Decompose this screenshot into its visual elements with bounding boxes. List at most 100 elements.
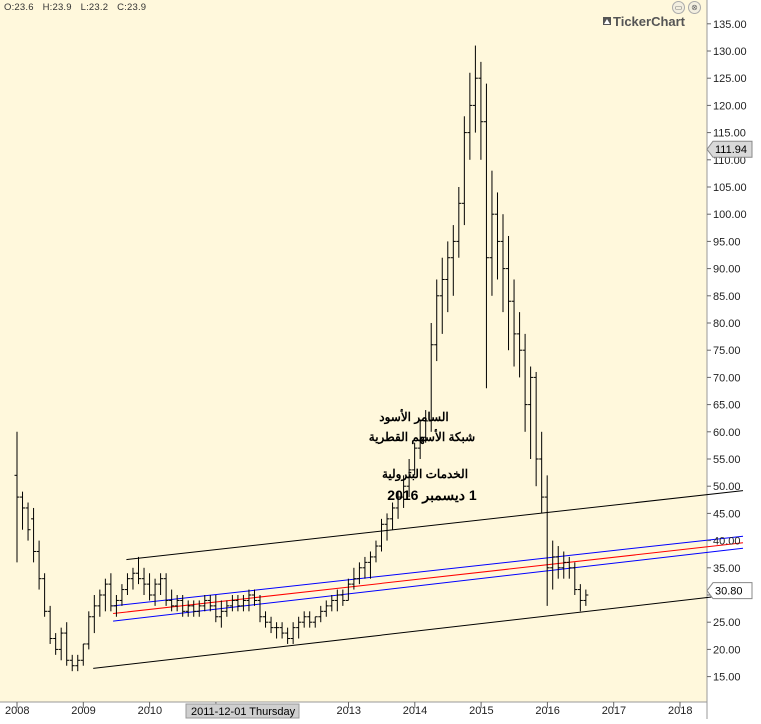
ohlc-bar: [124, 573, 130, 595]
ohlc-bar: [456, 187, 462, 258]
y-tick-label: 85.00: [713, 291, 741, 303]
y-tick-label: 135.00: [713, 19, 747, 31]
y-tick-label: 35.00: [713, 563, 741, 575]
ohlc-bar: [274, 622, 280, 639]
ohlc-bar: [180, 595, 186, 617]
chart-annotation: السامر الأسود شبكة الأسهم القطرية الخدما…: [369, 409, 477, 504]
ohlc-bar: [108, 573, 114, 612]
ohlc-bar: [539, 431, 545, 514]
y-tick-label: 115.00: [713, 128, 746, 140]
ohlc-bar: [36, 540, 42, 590]
ohlc-bar: [113, 595, 119, 617]
ohlc-bar: [169, 589, 175, 612]
ohlc-bar: [257, 595, 263, 623]
open-value: O:23.6: [4, 2, 34, 13]
ohlc-bar: [196, 600, 202, 617]
y-tick-label: 100.00: [713, 209, 747, 221]
ohlc-bar: [390, 502, 396, 530]
price-markers: 111.94 30.80: [706, 140, 753, 600]
x-tick-label: 2017: [602, 705, 626, 717]
ohlc-bar: [80, 643, 86, 666]
minimize-button[interactable]: ▭: [672, 1, 685, 14]
ohlc-bar: [367, 551, 373, 579]
ohlc-bar: [318, 605, 324, 623]
ohlc-bar: [279, 622, 285, 639]
ohlc-bar: [423, 410, 429, 443]
ohlc-bar: [528, 366, 534, 459]
y-tick-label: 95.00: [713, 236, 741, 248]
price-marker: 111.94: [706, 140, 753, 158]
ohlc-bar: [20, 491, 26, 530]
ohlc-bar: [42, 573, 48, 617]
y-tick-label: 105.00: [713, 182, 747, 194]
ohlc-bar: [130, 567, 136, 590]
ohlc-bar: [246, 589, 252, 612]
ohlc-bar: [240, 595, 246, 612]
trend-line-upper-channel[interactable]: [126, 490, 744, 561]
ohlc-bar: [334, 589, 340, 612]
ohlc-bar: [229, 595, 235, 612]
ohlc-bar: [572, 562, 578, 595]
ohlc-bar: [566, 556, 572, 579]
ohlc-bar: [102, 578, 108, 612]
ohlc-bar: [555, 546, 561, 579]
ohlc-bar: [401, 475, 407, 508]
trend-lines[interactable]: [93, 490, 744, 669]
ohlc-bar: [445, 241, 451, 313]
ohlc-bar: [511, 279, 517, 367]
ohlc-bar: [14, 431, 20, 563]
y-tick-label: 70.00: [713, 372, 741, 384]
y-tick-label: 55.00: [713, 454, 741, 466]
close-value: C:23.9: [117, 2, 147, 13]
ohlc-bar: [561, 551, 567, 579]
y-tick-label: 130.00: [713, 46, 747, 58]
y-tick-label: 25.00: [713, 617, 741, 629]
ohlc-bar: [340, 589, 346, 606]
y-tick-label: 20.00: [713, 644, 741, 656]
ohlc-bar: [25, 502, 31, 541]
ohlc-bar: [517, 312, 523, 378]
ohlc-bar: [147, 573, 153, 601]
ohlc-bar: [152, 578, 158, 606]
ohlc-bar: [207, 595, 213, 612]
y-tick-label: 45.00: [713, 508, 741, 520]
x-tick-label: 2014: [403, 705, 427, 717]
price-marker-box: [706, 140, 753, 158]
ohlc-bar: [351, 567, 357, 590]
crosshair-date-text: 2011-12-01 Thursday: [191, 706, 296, 718]
ohlc-bar: [312, 616, 318, 628]
x-tick-label: 2015: [469, 705, 493, 717]
close-button[interactable]: ⊗: [688, 1, 701, 14]
trend-line-lower-band[interactable]: [113, 547, 744, 622]
ohlc-bar: [141, 567, 147, 595]
ohlc-bar: [412, 442, 418, 476]
low-value: L:23.2: [80, 2, 109, 13]
y-tick-label: 50.00: [713, 481, 741, 493]
ohlc-bar: [136, 556, 142, 585]
trend-line-upper-band[interactable]: [113, 535, 744, 607]
ohlc-bar: [290, 622, 296, 644]
trend-line-lower-channel[interactable]: [93, 592, 744, 669]
y-axis-panel: [707, 0, 761, 719]
ohlc-bar: [329, 595, 335, 612]
ohlc-bar: [163, 573, 169, 606]
ohlc-bar: [202, 595, 208, 612]
ohlc-bar: [69, 654, 75, 672]
ohlc-bar: [379, 518, 385, 552]
y-tick-label: 15.00: [713, 672, 741, 684]
ohlc-bar: [75, 654, 81, 672]
y-tick-label: 120.00: [713, 100, 747, 112]
ohlc-bar: [478, 61, 484, 160]
y-tick-label: 125.00: [713, 73, 747, 85]
ohlc-bar: [550, 540, 556, 590]
y-tick-label: 80.00: [713, 318, 741, 330]
ohlc-bar: [472, 45, 478, 133]
trend-line-middle[interactable]: [113, 542, 744, 614]
ohlc-bar: [268, 616, 274, 634]
x-tick-label: 2018: [668, 705, 692, 717]
price-marker-label: 30.80: [715, 586, 743, 598]
ohlc-bar: [31, 507, 37, 563]
crosshair-date-label: 2011-12-01 Thursday: [185, 703, 300, 719]
